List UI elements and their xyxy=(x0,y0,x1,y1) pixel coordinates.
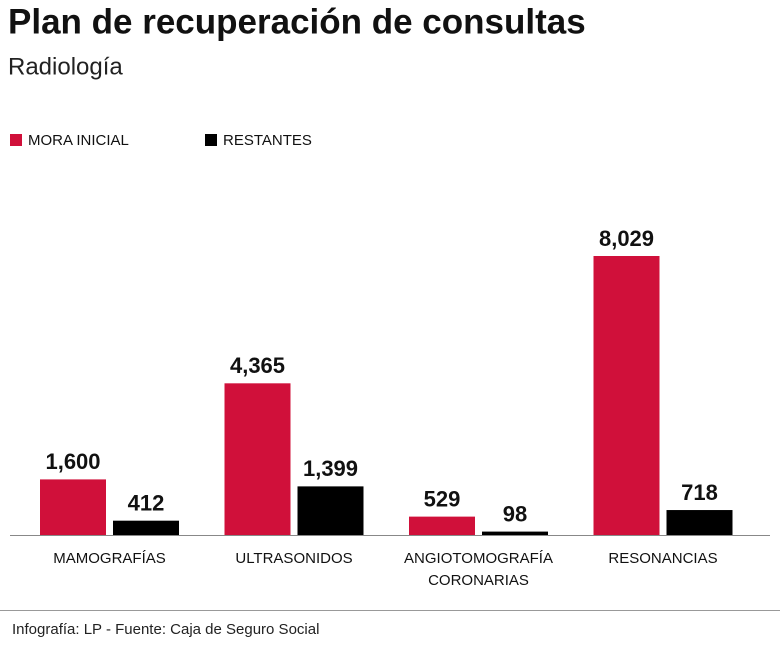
bar xyxy=(224,383,291,535)
source: Infografía: LP - Fuente: Caja de Seguro … xyxy=(12,621,319,638)
chart-title: Plan de recuperación de consultas xyxy=(8,2,586,41)
x-tick-label: RESONANCIAS xyxy=(608,550,718,567)
x-tick-label: MAMOGRAFÍAS xyxy=(53,550,166,567)
bar xyxy=(482,531,548,535)
legend-swatch xyxy=(10,134,22,146)
chart-subtitle: Radiología xyxy=(8,53,123,80)
value-label: 718 xyxy=(681,480,718,505)
legend-swatch xyxy=(205,134,217,146)
value-label: 8,029 xyxy=(599,226,654,251)
value-label: 1,399 xyxy=(303,456,358,481)
x-tick-label: ULTRASONIDOS xyxy=(235,550,353,567)
bar xyxy=(297,486,364,535)
value-label: 1,600 xyxy=(45,449,100,474)
value-label: 98 xyxy=(503,501,527,526)
value-label: 4,365 xyxy=(230,353,285,378)
x-tick-label: ANGIOTOMOGRAFÍA CORONARIAS xyxy=(404,550,553,589)
value-label: 412 xyxy=(128,490,165,515)
bar xyxy=(666,510,733,535)
bar xyxy=(40,479,106,535)
legend-label: MORA INICIAL xyxy=(28,132,129,149)
bar xyxy=(409,516,475,535)
value-label: 529 xyxy=(424,486,461,511)
bar xyxy=(593,256,660,535)
legend-label: RESTANTES xyxy=(223,132,312,149)
bar xyxy=(113,520,179,535)
